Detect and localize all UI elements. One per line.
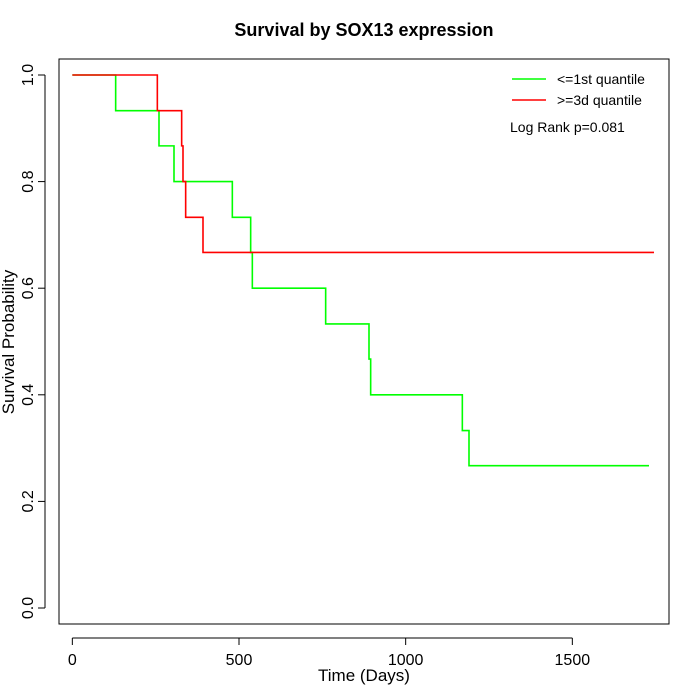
y-tick-label: 0.4 (20, 384, 37, 406)
x-axis-label: Time (Days) (318, 666, 410, 685)
legend-label: <=1st quantile (557, 71, 645, 87)
y-tick-label: 0.6 (20, 277, 37, 299)
y-axis: 0.0 0.2 0.4 0.6 0.8 1.0 (20, 64, 46, 619)
series-layer (72, 74, 654, 467)
chart-title: Survival by SOX13 expression (234, 20, 493, 40)
x-tick-label: 500 (226, 652, 253, 669)
x-tick-label: 1500 (555, 652, 591, 669)
plot-frame (58, 58, 670, 625)
legend: <=1st quantile >=3d quantile (512, 71, 645, 108)
x-tick-label: 1000 (388, 652, 424, 669)
y-tick-label: 0.8 (20, 170, 37, 192)
series-line-2 (72, 74, 654, 254)
y-axis-label: Survival Probability (0, 269, 18, 414)
y-tick-label: 1.0 (20, 64, 37, 86)
y-tick-label: 0.0 (20, 597, 37, 619)
y-tick-label: 0.2 (20, 490, 37, 512)
x-axis: 0 500 1000 1500 (68, 637, 591, 669)
log-rank-annotation: Log Rank p=0.081 (510, 119, 625, 135)
legend-label: >=3d quantile (557, 92, 642, 108)
series-line-1 (72, 74, 649, 467)
x-tick-label: 0 (68, 652, 77, 669)
